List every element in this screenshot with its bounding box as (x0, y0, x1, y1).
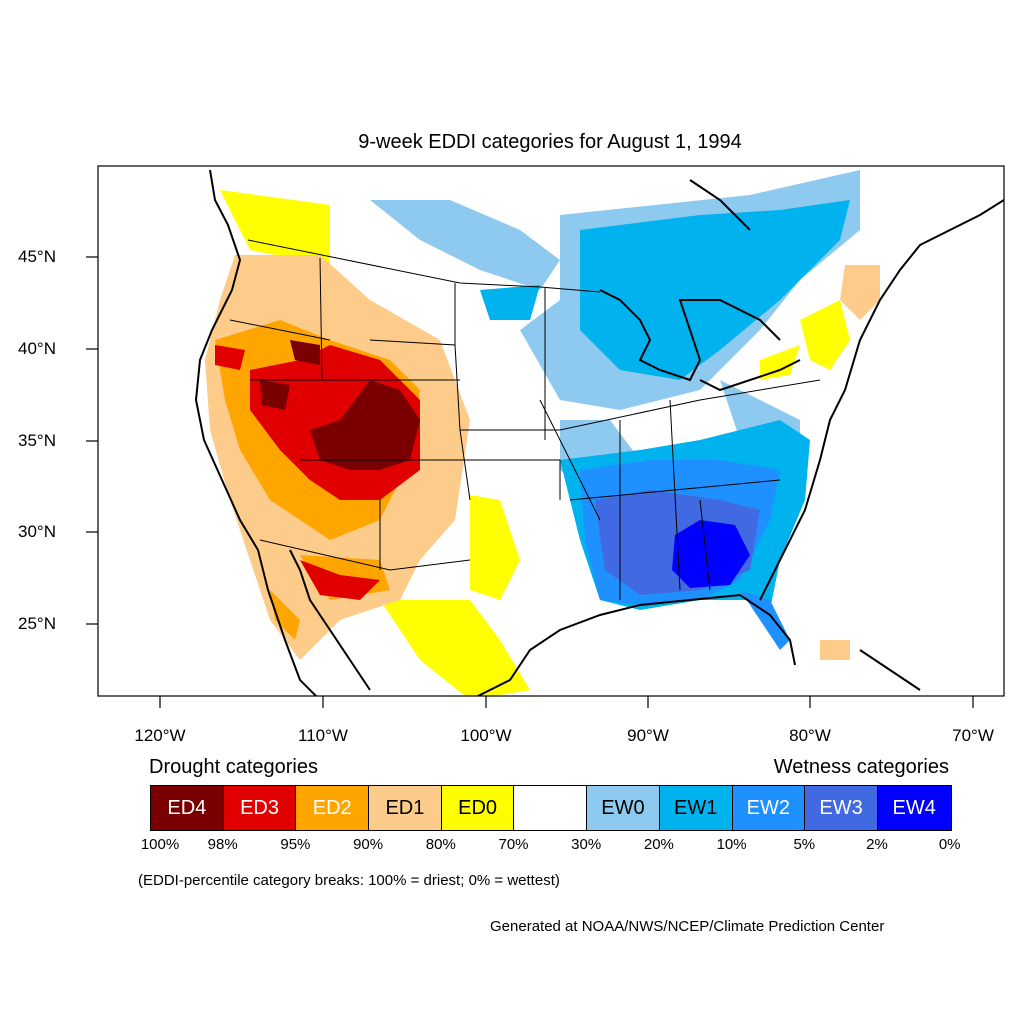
legend-tick-label: 10% (716, 836, 747, 853)
legend-swatch-ew3: EW3 (805, 786, 878, 830)
drought-heading: Drought categories (149, 756, 318, 778)
wetness-heading: Wetness categories (773, 756, 949, 778)
legend-tick-label: 90% (353, 836, 384, 853)
legend-tick-label: 100% (140, 836, 180, 853)
lat-label-40n: 40°N (18, 339, 56, 358)
boundaries (229, 239, 821, 600)
map-frame (97, 165, 1005, 697)
lat-label-35n: 35°N (18, 431, 56, 450)
lat-label-25n: 25°N (18, 614, 56, 633)
legend-tick-label: 20% (643, 836, 674, 853)
coastlines (194, 169, 1004, 696)
drought-ed4-area (260, 340, 420, 470)
legend-swatch-ew4: EW4 (877, 786, 951, 830)
wetness-ew4-area (672, 520, 750, 588)
lon-label-70w: 70°W (952, 726, 994, 745)
lon-label-110w: 110°W (298, 726, 348, 745)
legend-tick-label: 5% (793, 836, 816, 853)
legend-swatch-ed0: ED0 (441, 786, 515, 830)
legend-tick-label: 98% (207, 836, 238, 853)
lat-label-30n: 30°N (18, 522, 56, 541)
legend-tick-label: 80% (425, 836, 456, 853)
lon-label-100w: 100°W (460, 726, 512, 745)
lat-label-45n: 45°N (18, 247, 56, 266)
lon-label-90w: 90°W (627, 726, 669, 745)
legend-swatch-ew1: EW1 (659, 786, 733, 830)
legend-swatch-ed2: ED2 (296, 786, 370, 830)
axis-ticks (86, 256, 974, 708)
lon-label-80w: 80°W (789, 726, 831, 745)
lon-label-120w: 120°W (134, 726, 186, 745)
drought-ed0-area (220, 190, 850, 696)
credit-text: Generated at NOAA/NWS/NCEP/Climate Predi… (490, 918, 885, 935)
legend-tick-label: 70% (498, 836, 529, 853)
map-layers (194, 169, 1004, 696)
category-legend: ED4 ED3 ED2 ED1 ED0 EW0 EW1 EW2 EW3 EW4 (150, 785, 952, 831)
legend-swatch-ew2: EW2 (732, 786, 806, 830)
legend-swatch-ed1: ED1 (369, 786, 442, 830)
category-note: (EDDI-percentile category breaks: 100% =… (138, 872, 560, 889)
legend-tick-label: 2% (866, 836, 888, 853)
map-title: 9-week EDDI categories for August 1, 199… (358, 131, 742, 153)
legend-swatch-neutral (514, 786, 588, 830)
legend-swatch-ed4: ED4 (151, 786, 224, 830)
legend-tick-label: 0% (938, 836, 961, 853)
legend-tick-label: 30% (571, 836, 602, 853)
legend-swatch-ew0: EW0 (587, 786, 660, 830)
legend-tick-label: 95% (280, 836, 311, 853)
legend-swatch-ed3: ED3 (223, 786, 297, 830)
